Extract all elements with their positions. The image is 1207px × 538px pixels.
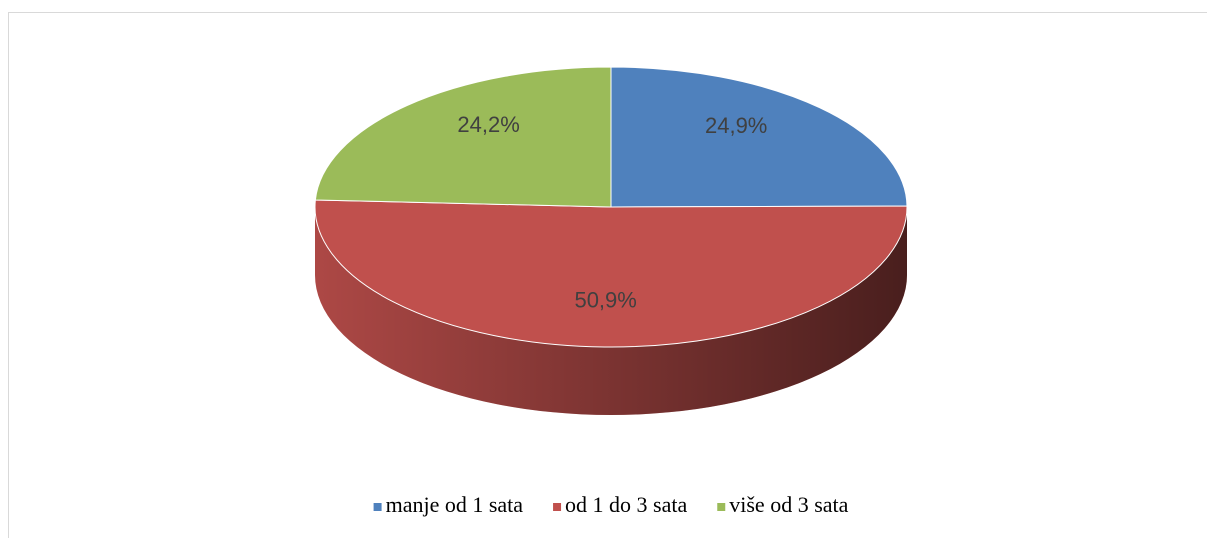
data-label: 24,2% xyxy=(457,112,519,137)
legend-label: više od 3 sata xyxy=(729,492,848,517)
slice xyxy=(610,66,908,208)
pie: 24,9% 50,9% 24,2% xyxy=(314,66,908,415)
legend-swatch xyxy=(553,503,562,511)
legend-label: manje od 1 sata xyxy=(386,492,524,517)
legend-swatch xyxy=(717,503,726,511)
chart-border xyxy=(8,12,1207,538)
data-label: 24,9% xyxy=(705,113,767,138)
data-label: 50,9% xyxy=(574,288,636,313)
legend: manje od 1 sata od 1 do 3 sata više od 3 s… xyxy=(373,492,849,517)
slice xyxy=(314,199,908,348)
slice-side-shade xyxy=(315,207,907,415)
legend-label: od 1 do 3 sata xyxy=(565,492,687,517)
slice xyxy=(314,66,612,208)
legend-swatch xyxy=(373,503,382,511)
